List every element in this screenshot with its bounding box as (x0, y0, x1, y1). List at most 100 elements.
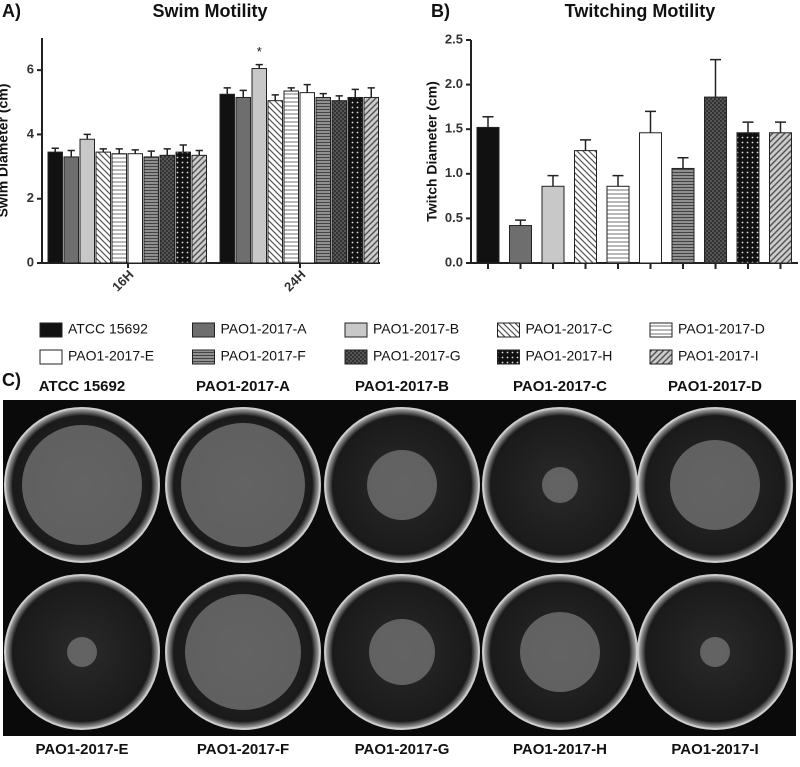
error-bar (223, 87, 231, 95)
legend-swatch (344, 349, 368, 365)
bar (95, 151, 111, 264)
plate-label: PAO1-2017-E (35, 741, 128, 758)
error-bar (195, 149, 203, 156)
legend-label: PAO1-2017-I (678, 348, 759, 364)
bar (143, 156, 159, 264)
legend-swatch (649, 322, 673, 338)
plate-label: PAO1-2017-F (197, 741, 289, 758)
legend-label: PAO1-2017-B (373, 321, 459, 337)
legend-swatch (192, 349, 215, 365)
colony (367, 450, 437, 520)
bar (111, 153, 127, 264)
error-bar (367, 87, 375, 98)
panel-label: B) (431, 1, 450, 21)
error-bar (775, 121, 786, 133)
colony (520, 612, 600, 692)
error-bar (742, 121, 754, 133)
bar (63, 156, 79, 264)
error-bar (612, 174, 624, 187)
chart-title: Swim Motility (152, 1, 267, 21)
bar (191, 154, 207, 264)
chart-title: Twitching Motility (565, 1, 716, 21)
legend-swatch (39, 322, 63, 338)
error-bar (147, 150, 155, 157)
plate-label: PAO1-2017-H (513, 741, 607, 758)
error-bar (99, 148, 107, 153)
bar (639, 132, 662, 264)
error-bar (131, 149, 139, 154)
plate-label: PAO1-2017-I (671, 741, 758, 758)
legend-swatch (497, 322, 520, 338)
y-tick-label: 1.0 (445, 165, 463, 180)
error-bar (163, 148, 171, 156)
y-tick-label: 6 (27, 62, 34, 77)
bar (363, 96, 379, 264)
bar (769, 132, 792, 264)
legend-swatch (497, 349, 520, 365)
panel-label: A) (2, 1, 21, 21)
error-bar (645, 110, 656, 133)
plate-label: PAO1-2017-B (355, 378, 449, 395)
bar (283, 90, 299, 264)
y-axis-label: Swim Diameter (cm) (0, 84, 11, 218)
bar (175, 151, 191, 264)
legend-label: PAO1-2017-G (373, 348, 461, 364)
y-tick-label: 2 (27, 190, 34, 205)
panel-label: C) (2, 370, 21, 390)
legend-swatch (344, 322, 368, 338)
bar (476, 126, 500, 264)
colony (542, 467, 578, 503)
legend-swatch (39, 349, 63, 365)
legend-swatch (192, 322, 215, 338)
error-bar (319, 92, 327, 98)
plate-label: PAO1-2017-D (668, 378, 762, 395)
error-bar (255, 63, 263, 69)
bar (267, 100, 283, 264)
bar (299, 92, 315, 264)
y-tick-label: 0.0 (445, 254, 463, 269)
bar (704, 96, 727, 264)
error-bar (83, 133, 91, 140)
y-tick-label: 2.5 (445, 31, 463, 46)
error-bar (515, 219, 526, 226)
colony (185, 594, 301, 710)
x-tick-label: 16H (109, 267, 136, 294)
plate-label: PAO1-2017-C (513, 378, 607, 395)
colony (22, 425, 142, 545)
y-tick-label: 4 (27, 126, 35, 141)
bar (541, 185, 565, 264)
bar (347, 96, 363, 264)
error-bar (115, 148, 123, 154)
colony (670, 440, 760, 530)
plate-label: PAO1-2017-G (355, 741, 450, 758)
error-bar (51, 147, 59, 153)
error-bar (351, 88, 359, 98)
error-bar (179, 144, 187, 153)
bar (219, 93, 235, 264)
error-bar (239, 89, 247, 98)
plate-label: ATCC 15692 (39, 378, 125, 395)
legend-label: PAO1-2017-D (678, 321, 765, 337)
bar (315, 96, 331, 264)
plate-label: PAO1-2017-A (196, 378, 290, 395)
error-bar (710, 58, 721, 98)
colony (67, 637, 97, 667)
error-bar (482, 115, 494, 128)
legend-label: PAO1-2017-C (526, 321, 613, 337)
legend-label: PAO1-2017-E (68, 348, 154, 364)
error-bar (287, 87, 295, 92)
bar (251, 68, 267, 264)
error-bar (303, 83, 311, 93)
error-bar (677, 156, 689, 169)
legend-label: PAO1-2017-F (221, 348, 306, 364)
error-bar (67, 149, 75, 157)
bar (235, 96, 251, 264)
legend-label: PAO1-2017-H (526, 348, 613, 364)
error-bar (271, 94, 279, 101)
x-tick-label: 24H (281, 267, 308, 294)
error-bar (580, 139, 591, 151)
colony (369, 619, 435, 685)
bar (671, 167, 695, 264)
